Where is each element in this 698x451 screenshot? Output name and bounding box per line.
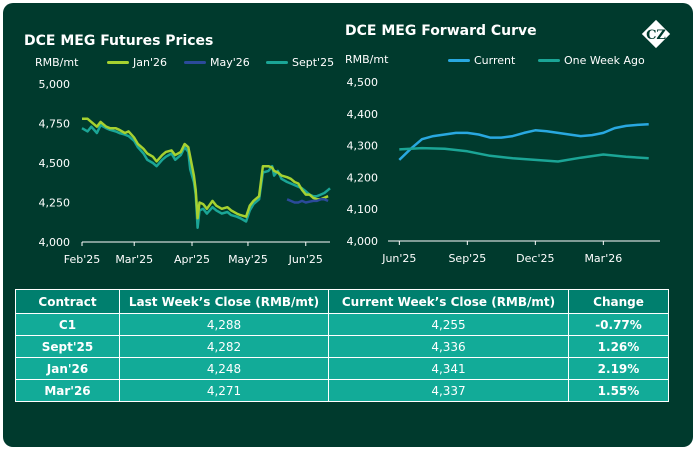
cell-current-week: 4,337	[328, 379, 569, 402]
y-tick-label: 4,500	[39, 157, 71, 170]
table-row: Mar'26 4,271 4,337 1.55%	[15, 379, 669, 402]
legend-swatch	[448, 59, 470, 62]
y-tick-label: 4,000	[347, 235, 379, 248]
x-tick-label: Jun'25	[288, 253, 323, 266]
table-row: C1 4,288 4,255 -0.77%	[15, 313, 669, 336]
x-tick-label: Mar'26	[584, 252, 622, 265]
cell-change: 1.26%	[568, 335, 669, 358]
cell-last-week: 4,248	[119, 357, 329, 380]
right-chart-title: DCE MEG Forward Curve	[345, 23, 537, 39]
header-current-week-close: Current Week’s Close (RMB/mt)	[328, 289, 569, 314]
x-tick-label: Mar'25	[115, 253, 153, 266]
cell-last-week: 4,271	[119, 379, 329, 402]
x-tick-label: Dec'25	[516, 252, 554, 265]
y-tick-label: 4,300	[347, 140, 379, 153]
legend-item-sept25: Sept'25	[266, 56, 334, 69]
x-tick-label: May'25	[228, 253, 268, 266]
y-tick-label: 4,400	[347, 108, 379, 121]
legend-item-may26: May'26	[184, 56, 250, 69]
y-tick-label: 4,750	[39, 118, 71, 131]
cell-current-week: 4,336	[328, 335, 569, 358]
y-tick-label: 4,250	[39, 197, 71, 210]
legend-swatch	[538, 59, 560, 62]
y-tick-label: 5,000	[39, 78, 71, 91]
left-chart-title: DCE MEG Futures Prices	[24, 33, 214, 49]
left-chart-unit: RMB/mt	[35, 56, 79, 69]
legend-item-one-week-ago: One Week Ago	[538, 54, 645, 67]
legend-label: May'26	[210, 56, 250, 69]
legend-label: One Week Ago	[564, 54, 645, 67]
y-tick-label: 4,500	[347, 76, 379, 89]
header-change: Change	[568, 289, 669, 314]
cell-change: -0.77%	[568, 313, 669, 336]
x-tick-label: Sep'25	[448, 252, 486, 265]
table-header-row: Contract Last Week’s Close (RMB/mt) Curr…	[15, 289, 669, 314]
cell-change: 1.55%	[568, 379, 669, 402]
y-tick-label: 4,000	[39, 236, 71, 249]
cell-last-week: 4,288	[119, 313, 329, 336]
header-contract: Contract	[15, 289, 120, 314]
x-tick-label: Jun'25	[381, 252, 416, 265]
series-line-current	[398, 123, 649, 161]
cell-contract: Jan'26	[15, 357, 120, 380]
series-line-sept-25	[81, 123, 331, 230]
legend-label: Jan'26	[133, 56, 167, 69]
right-chart-unit: RMB/mt	[345, 53, 389, 66]
header-last-week-close: Last Week’s Close (RMB/mt)	[119, 289, 329, 314]
cell-last-week: 4,282	[119, 335, 329, 358]
series-line-one-week-ago	[399, 146, 649, 163]
y-tick-label: 4,100	[347, 203, 379, 216]
cz-logo-icon: CZ	[641, 19, 671, 49]
legend-label: Sept'25	[292, 56, 335, 69]
cell-change: 2.19%	[568, 357, 669, 380]
series-line-jan-26	[82, 117, 329, 220]
x-tick-label: Apr'25	[174, 253, 210, 266]
legend-swatch	[266, 61, 288, 64]
legend-label: Current	[474, 54, 516, 67]
series-line-may-26	[286, 198, 329, 204]
table-row: Sept'25 4,282 4,336 1.26%	[15, 335, 669, 358]
legend-swatch	[107, 61, 129, 64]
cell-contract: Mar'26	[15, 379, 120, 402]
legend-item-jan26: Jan'26	[107, 56, 167, 69]
cell-current-week: 4,341	[328, 357, 569, 380]
cell-contract: Sept'25	[15, 335, 120, 358]
legend-item-current: Current	[448, 54, 515, 67]
x-tick-label: Feb'25	[64, 253, 101, 266]
cell-current-week: 4,255	[328, 313, 569, 336]
contract-table: Contract Last Week’s Close (RMB/mt) Curr…	[15, 289, 669, 402]
cell-contract: C1	[15, 313, 120, 336]
legend-swatch	[184, 61, 206, 64]
table-row: Jan'26 4,248 4,341 2.19%	[15, 357, 669, 380]
svg-text:CZ: CZ	[646, 28, 666, 43]
y-tick-label: 4,200	[347, 171, 379, 184]
